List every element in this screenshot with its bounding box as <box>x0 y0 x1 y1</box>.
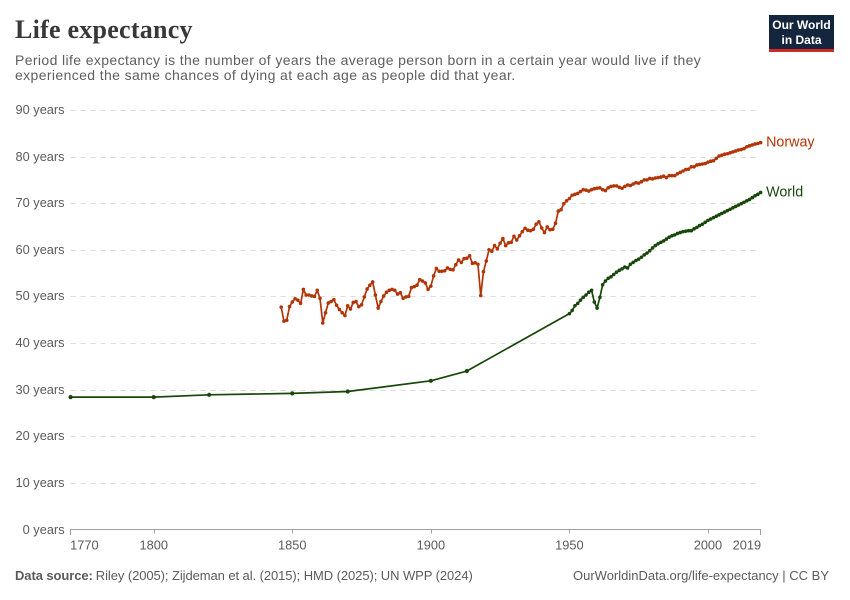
series-markers-norway <box>279 140 763 325</box>
footer-data-source-label: Data source: <box>15 568 93 583</box>
y-tick-label-10: 10 years <box>16 475 65 490</box>
x-tick-label-1950: 1950 <box>555 538 583 553</box>
y-tick-label-30: 30 years <box>16 382 65 397</box>
y-tick-label-90: 90 years <box>16 102 65 117</box>
y-tick-label-80: 80 years <box>16 149 65 164</box>
x-tick-label-1850: 1850 <box>278 538 306 553</box>
footer-data-source-text: Riley (2005); Zijdeman et al. (2015); HM… <box>95 568 473 583</box>
owid-logo-line-2: in Data <box>781 32 822 47</box>
chart-subtitle-line-1: Period life expectancy is the number of … <box>15 51 702 68</box>
y-tick-label-20: 20 years <box>16 428 65 443</box>
x-tick-label-1800: 1800 <box>139 538 167 553</box>
chart-subtitle: Period life expectancy is the number of … <box>15 51 702 85</box>
y-tick-label-70: 70 years <box>16 195 65 210</box>
x-tick-label-1770: 1770 <box>70 538 98 553</box>
x-tick-label-1900: 1900 <box>417 538 445 553</box>
owid-logo: Our World in Data <box>769 15 834 52</box>
chart-subtitle-line-2: experienced the same chances of dying at… <box>15 67 516 84</box>
series-label-norway: Norway <box>766 135 815 151</box>
series-label-world: World <box>766 184 803 200</box>
footer-credit: OurWorldinData.org/life-expectancy | CC … <box>572 568 829 583</box>
series-line-world <box>69 191 762 398</box>
owid-logo-line-1: Our World <box>772 17 831 32</box>
x-tick-label-2019: 2019 <box>733 538 761 553</box>
series-markers-world <box>68 190 763 400</box>
y-tick-label-40: 40 years <box>16 335 65 350</box>
y-tick-label-60: 60 years <box>16 242 65 257</box>
y-tick-label-0: 0 years <box>23 522 65 537</box>
page-title: Life expectancy <box>15 15 193 44</box>
y-tick-label-50: 50 years <box>16 288 65 303</box>
x-tick-label-2000: 2000 <box>694 538 722 553</box>
footer-data-source: Data source: Riley (2005); Zijdeman et al… <box>15 568 473 584</box>
